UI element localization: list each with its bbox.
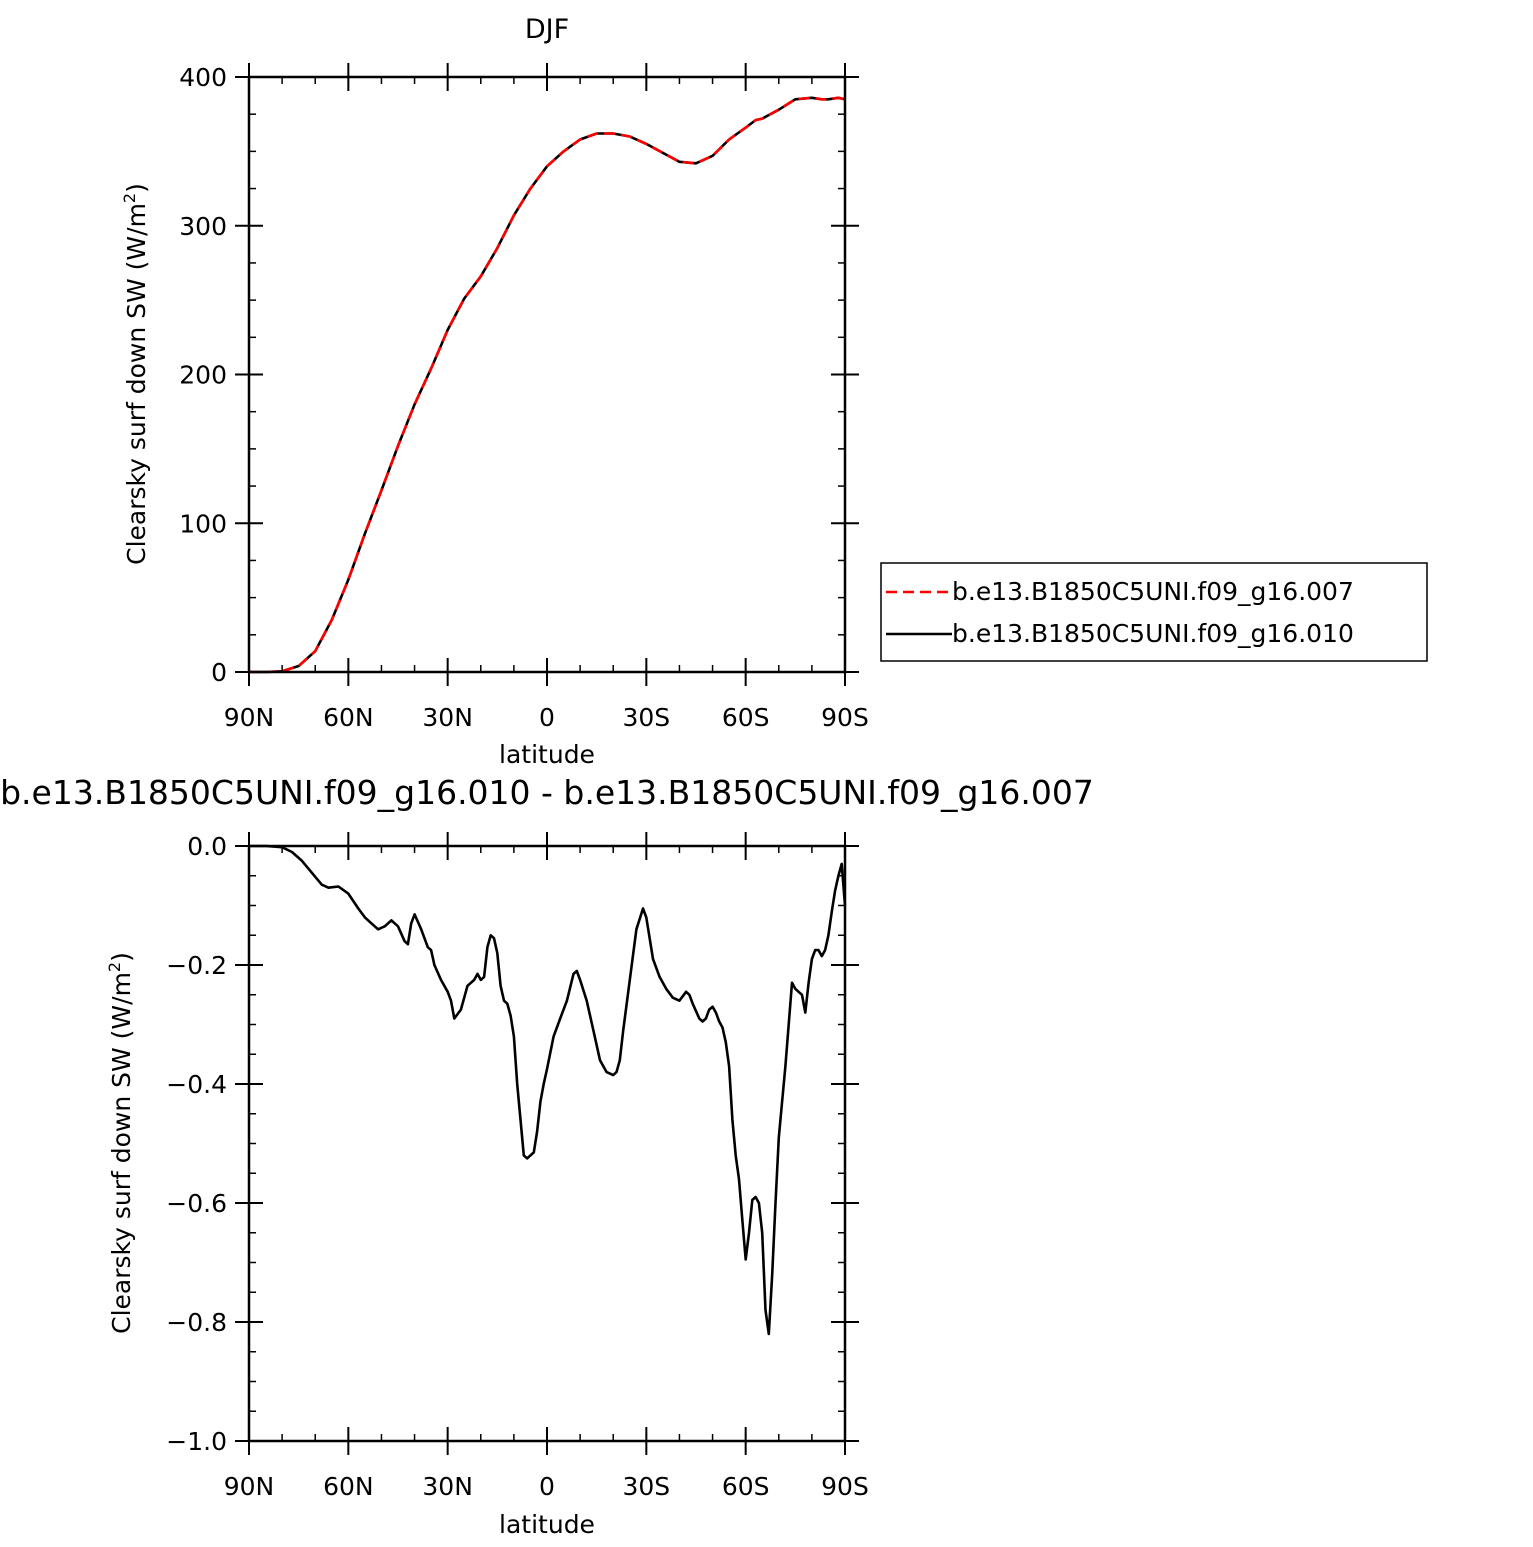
y-tick-label: −0.4 bbox=[166, 1070, 227, 1099]
bottom-panel-series bbox=[249, 844, 847, 1336]
y-tick-label: −1.0 bbox=[166, 1427, 227, 1456]
top-panel-series bbox=[249, 96, 846, 674]
x-tick-label: 60N bbox=[323, 703, 374, 732]
x-tick-label: 30S bbox=[622, 703, 670, 732]
legend-box bbox=[880, 562, 1428, 662]
y-tick-label: 0 bbox=[211, 658, 227, 687]
x-tick-label: 90S bbox=[821, 1472, 869, 1501]
bottom-panel-ticks bbox=[235, 832, 859, 1455]
y-tick-label: −0.2 bbox=[166, 951, 227, 980]
legend: b.e13.B1850C5UNI.f09_g16.007 b.e13.B1850… bbox=[880, 562, 1428, 662]
x-tick-label: 60S bbox=[722, 1472, 770, 1501]
y-tick-label: −0.8 bbox=[166, 1308, 227, 1337]
x-tick-label: 90S bbox=[821, 703, 869, 732]
x-tick-label: 30S bbox=[622, 1472, 670, 1501]
top-panel-title: DJF bbox=[525, 14, 569, 45]
x-tick-label: 60S bbox=[722, 703, 770, 732]
y-tick-label: 0.0 bbox=[187, 832, 227, 861]
x-tick-label: 0 bbox=[539, 703, 555, 732]
x-tick-label: 90N bbox=[224, 703, 275, 732]
x-tick-label: 90N bbox=[224, 1472, 275, 1501]
x-tick-label: 60N bbox=[323, 1472, 374, 1501]
y-tick-label: −0.6 bbox=[166, 1189, 227, 1218]
legend-label-series-007: b.e13.B1850C5UNI.f09_g16.007 bbox=[952, 577, 1354, 606]
top-panel-ylabel: Clearsky surf down SW (W/m2) bbox=[120, 183, 151, 565]
bottom-panel-frame bbox=[247, 844, 847, 1443]
y-tick-label: 300 bbox=[179, 212, 227, 241]
top-panel: DJF 0 100 200 300 400 90N 60N 30N 0 30S 60S 90S lat… bbox=[120, 14, 869, 769]
series-line-010 bbox=[249, 96, 846, 674]
x-tick-label: 0 bbox=[539, 1472, 555, 1501]
bottom-panel: b.e13.B1850C5UNI.f09_g16.010 - b.e13.B18… bbox=[0, 773, 1094, 1539]
x-tick-label: 30N bbox=[422, 703, 473, 732]
y-tick-label: 400 bbox=[179, 63, 227, 92]
bottom-panel-tick-labels: 0.0 −0.2 −0.4 −0.6 −0.8 −1.0 90N 60N 30N 0 30S 60S 9… bbox=[166, 832, 869, 1501]
bottom-panel-ylabel: Clearsky surf down SW (W/m2) bbox=[105, 952, 136, 1334]
x-tick-label: 30N bbox=[422, 1472, 473, 1501]
legend-label-series-010: b.e13.B1850C5UNI.f09_g16.010 bbox=[952, 619, 1354, 648]
top-panel-tick-labels: 0 100 200 300 400 90N 60N 30N 0 30S 60S 90S bbox=[179, 63, 869, 732]
top-panel-frame bbox=[247, 75, 847, 674]
y-tick-label: 100 bbox=[179, 509, 227, 538]
top-panel-xlabel: latitude bbox=[499, 740, 595, 769]
series-line-007 bbox=[249, 96, 846, 674]
bottom-panel-title: b.e13.B1850C5UNI.f09_g16.010 - b.e13.B18… bbox=[0, 773, 1094, 812]
bottom-panel-xlabel: latitude bbox=[499, 1510, 595, 1539]
top-panel-ticks bbox=[235, 63, 859, 686]
y-tick-label: 200 bbox=[179, 361, 227, 390]
series-line-difference bbox=[249, 844, 847, 1336]
